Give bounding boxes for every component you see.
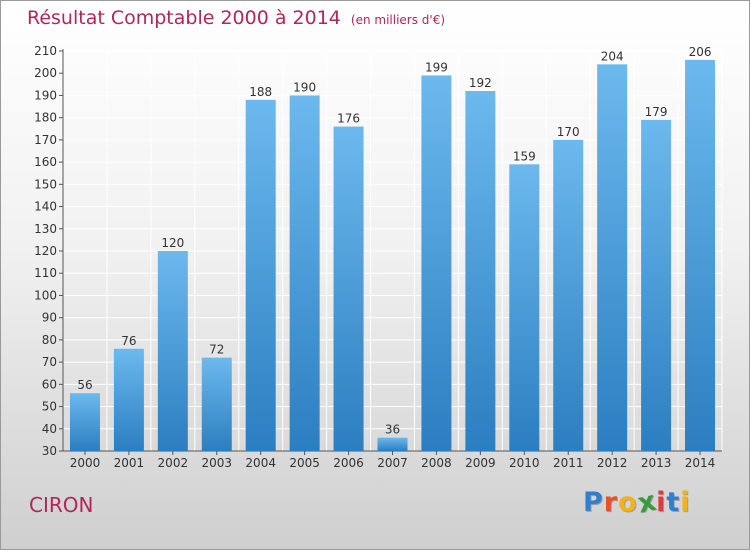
y-tick-label: 130: [34, 222, 57, 236]
y-tick-label: 100: [34, 288, 57, 302]
y-tick-label: 140: [34, 200, 57, 214]
data-label: 176: [337, 112, 360, 126]
x-tick-label: 2009: [465, 456, 496, 470]
y-tick-label: 90: [42, 311, 57, 325]
y-tick-label: 200: [34, 66, 57, 80]
logo-letter: P: [583, 487, 604, 518]
bar: [421, 75, 452, 451]
data-label: 204: [601, 49, 624, 63]
x-tick-label: 2012: [597, 456, 628, 470]
data-label: 179: [645, 105, 668, 119]
x-tick-label: 2008: [421, 456, 452, 470]
y-tick-label: 160: [34, 155, 57, 169]
bar: [113, 348, 144, 451]
x-tick-label: 2010: [509, 456, 540, 470]
data-label: 76: [121, 334, 136, 348]
data-label: 206: [689, 45, 712, 59]
x-tick-label: 2001: [114, 456, 145, 470]
bar: [377, 437, 408, 451]
bar: [201, 357, 232, 451]
bar: [157, 251, 188, 451]
x-tick-label: 2005: [289, 456, 320, 470]
data-label: 190: [293, 80, 316, 94]
y-tick-label: 150: [34, 177, 57, 191]
chart-title-text: Résultat Comptable 2000 à 2014: [27, 7, 341, 29]
x-tick-label: 2006: [333, 456, 364, 470]
data-label: 170: [557, 125, 580, 139]
x-tick-label: 2003: [201, 456, 232, 470]
chart-title: Résultat Comptable 2000 à 2014 (en millie…: [27, 7, 445, 29]
bar: [289, 95, 320, 451]
logo-letter: t: [666, 487, 681, 518]
logo-letter: r: [603, 487, 619, 518]
data-label: 159: [513, 149, 536, 163]
y-tick-label: 40: [42, 422, 57, 436]
y-tick-label: 110: [34, 266, 57, 280]
logo-letter: i: [680, 487, 691, 518]
y-tick-label: 60: [42, 377, 57, 391]
logo-letter: o: [618, 487, 638, 518]
bar: [465, 91, 496, 451]
y-tick-label: 190: [34, 88, 57, 102]
x-tick-label: 2011: [553, 456, 584, 470]
bar: [69, 393, 100, 451]
y-tick-label: 180: [34, 111, 57, 125]
y-tick-label: 80: [42, 333, 57, 347]
bar: [553, 139, 584, 451]
y-tick-label: 30: [42, 444, 57, 458]
x-tick-label: 2007: [377, 456, 408, 470]
data-label: 188: [249, 85, 272, 99]
proxiti-logo: Proxiti: [583, 485, 691, 519]
place-name: CIRON: [29, 493, 94, 517]
x-tick-label: 2014: [685, 456, 716, 470]
y-tick-label: 210: [34, 44, 57, 58]
bar: [509, 164, 540, 452]
y-tick-label: 70: [42, 355, 57, 369]
bar: [333, 126, 364, 452]
y-tick-label: 120: [34, 244, 57, 258]
logo-letter: i: [656, 487, 667, 518]
bar: [245, 99, 276, 451]
data-label: 36: [385, 423, 400, 437]
chart-subtitle: (en milliers d'€): [350, 13, 446, 27]
x-tick-label: 2000: [70, 456, 101, 470]
x-tick-label: 2013: [641, 456, 672, 470]
data-label: 120: [161, 236, 184, 250]
x-tick-label: 2002: [158, 456, 189, 470]
y-tick-label: 50: [42, 400, 57, 414]
bar: [641, 119, 672, 451]
y-tick-label: 170: [34, 133, 57, 147]
data-label: 192: [469, 76, 492, 90]
x-tick-label: 2004: [245, 456, 276, 470]
data-label: 199: [425, 60, 448, 74]
bar: [597, 64, 628, 452]
bar: [685, 59, 716, 452]
data-label: 72: [209, 343, 224, 357]
data-label: 56: [77, 378, 92, 392]
